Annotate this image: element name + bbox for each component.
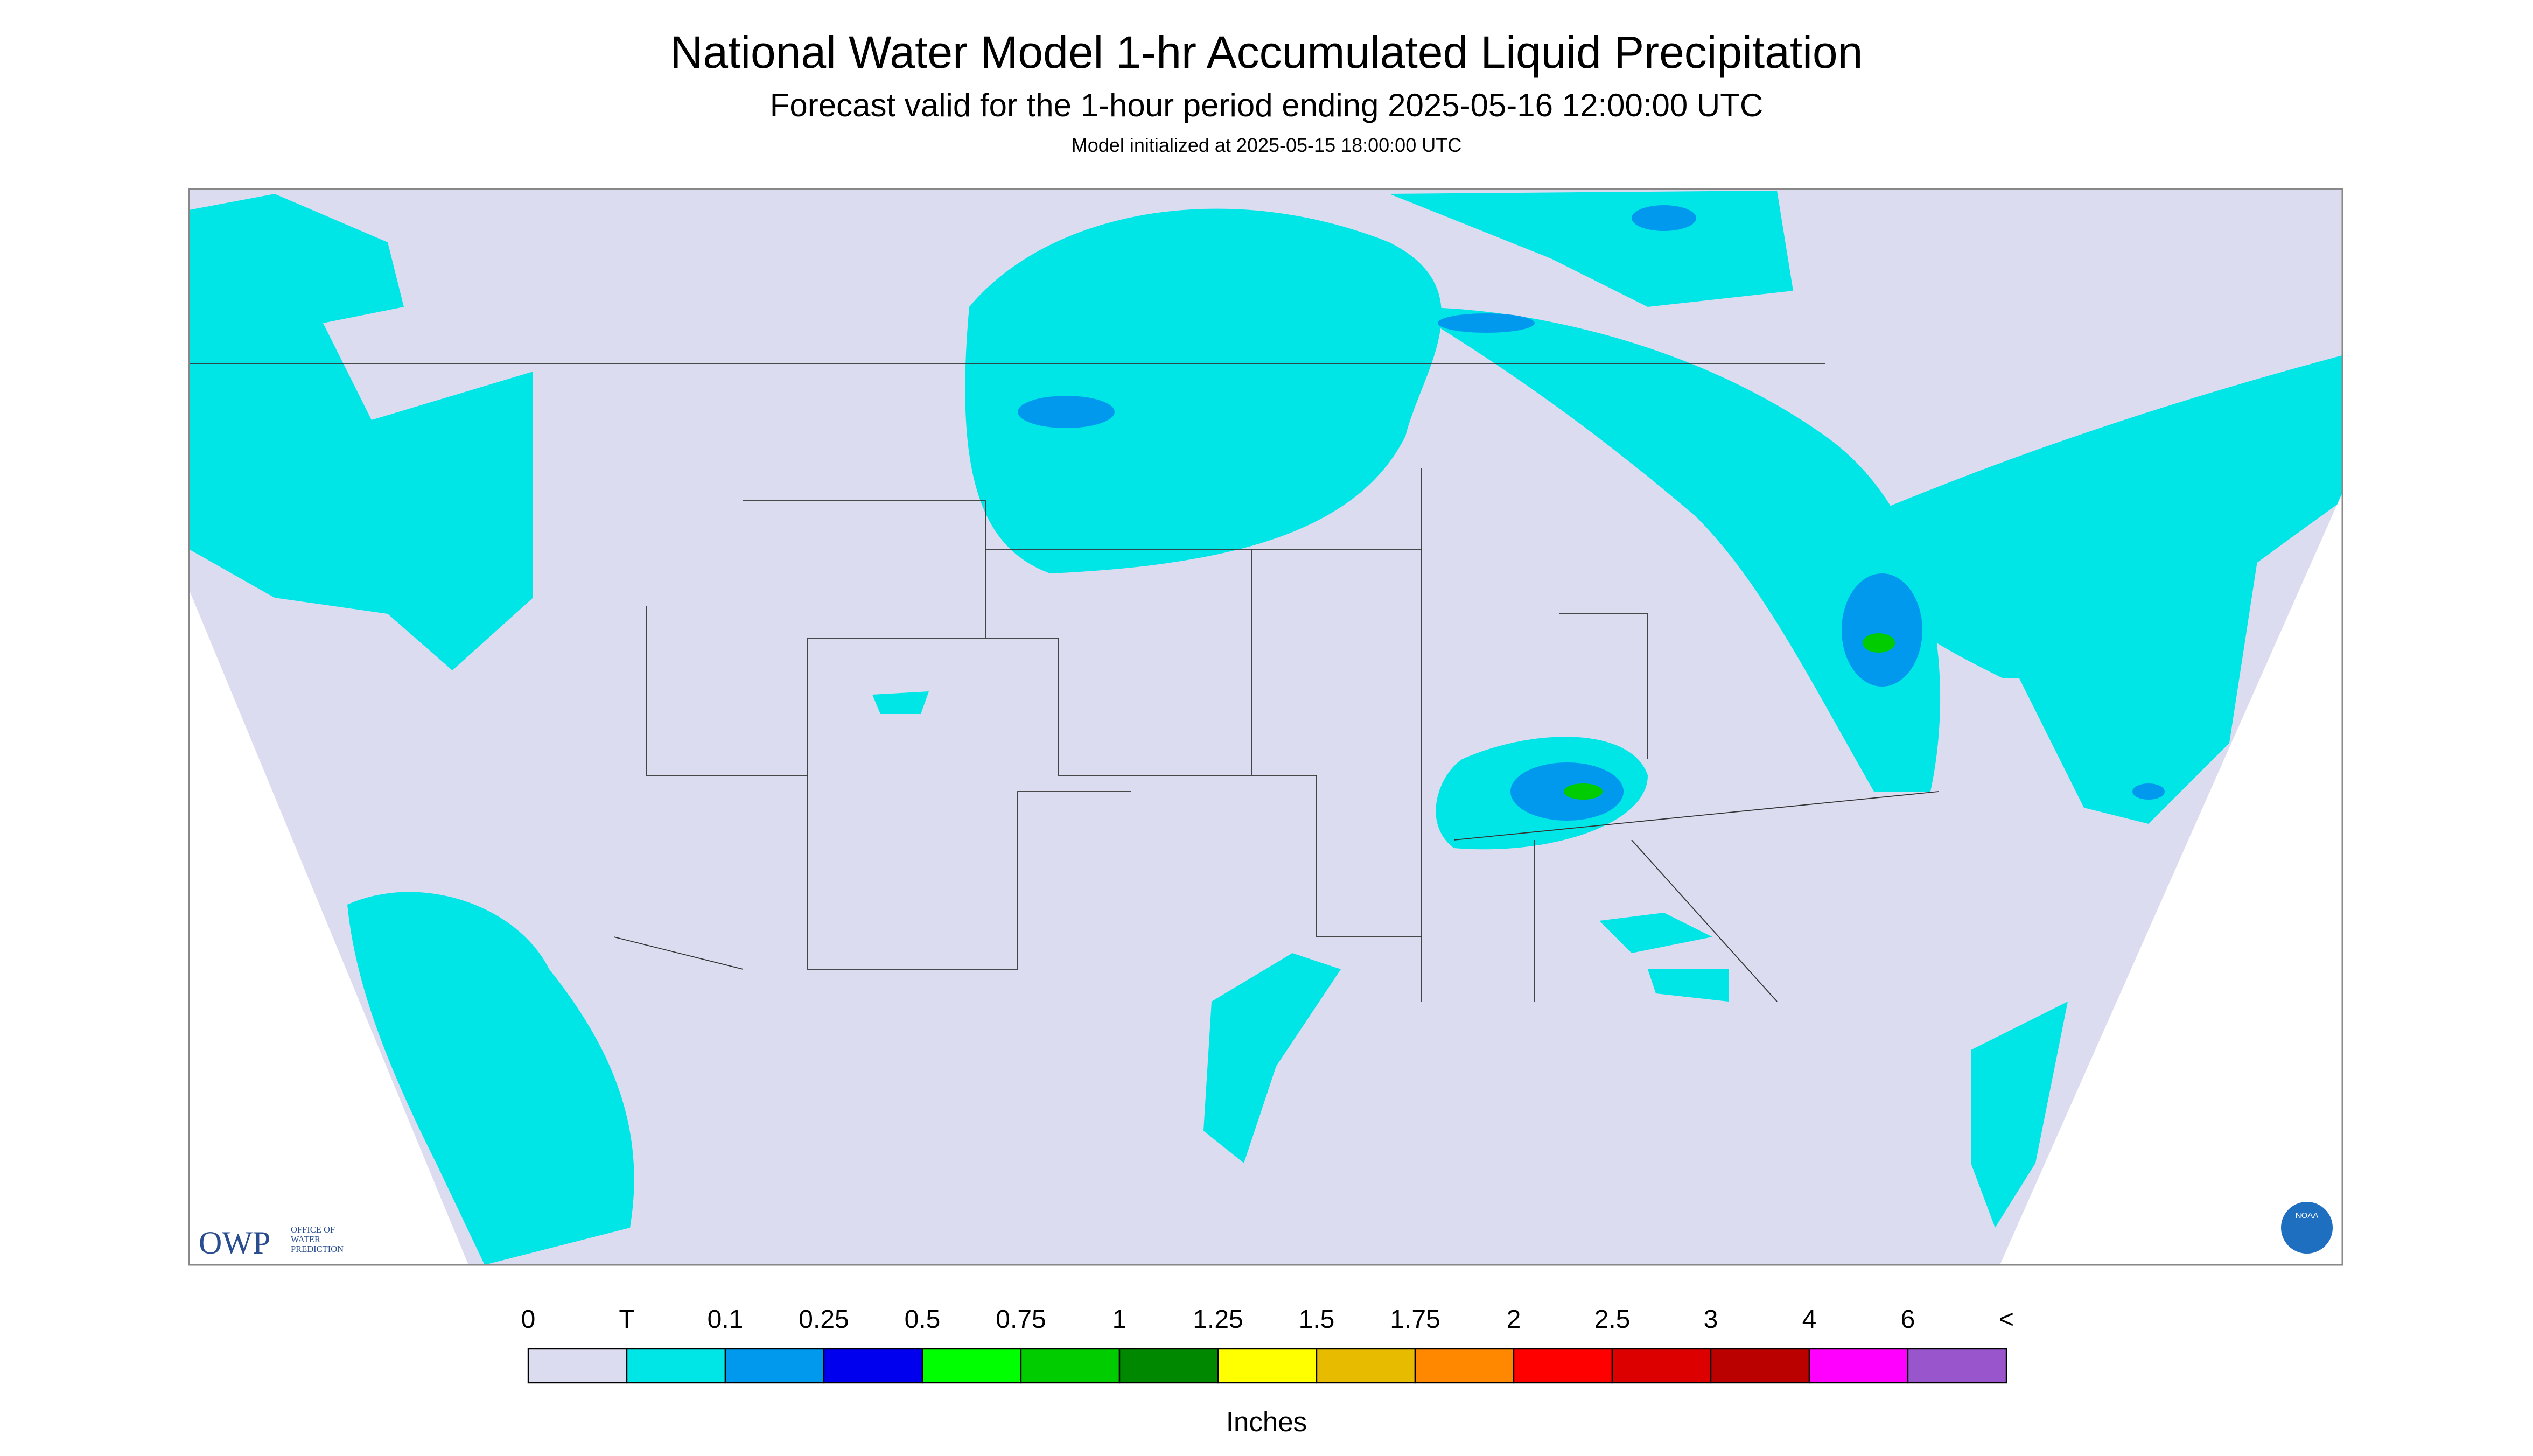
legend-swatch — [1611, 1348, 1712, 1384]
noaa-logo-text: NOAA — [2296, 1211, 2319, 1220]
precip-light — [1018, 205, 2165, 821]
legend-label: 0 — [521, 1305, 536, 1334]
legend-label: 4 — [1802, 1305, 1817, 1334]
init-note: Model initialized at 2025-05-15 18:00:00… — [1072, 134, 1461, 156]
legend-label: < — [1999, 1305, 2014, 1334]
legend-swatch — [626, 1348, 726, 1384]
legend-swatch — [823, 1348, 923, 1384]
outside-mask — [189, 493, 2342, 1265]
owp-logo-line: WATER — [291, 1234, 320, 1244]
legend-label: 2.5 — [1594, 1305, 1631, 1334]
legend-label: 0.75 — [996, 1305, 1046, 1334]
noaa-logo — [2281, 1202, 2333, 1254]
legend-label: T — [619, 1305, 634, 1334]
legend-swatch — [1808, 1348, 1909, 1384]
legend-swatch — [1217, 1348, 1318, 1384]
legend: 0 T 0.1 0.25 0.5 0.75 1 1.25 1.5 1.75 2 2.5 3 4 6 < — [521, 1305, 2014, 1384]
state-boundaries — [189, 363, 1939, 1002]
owp-logo: OWP — [199, 1225, 270, 1261]
precip-trace — [189, 191, 2342, 1265]
legend-swatch — [1316, 1348, 1416, 1384]
owp-logo-line: OFFICE OF — [291, 1224, 335, 1235]
legend-swatch — [1907, 1348, 2007, 1384]
legend-swatch — [1414, 1348, 1515, 1384]
legend-swatch — [724, 1348, 825, 1384]
legend-swatch — [1710, 1348, 1810, 1384]
legend-label: 3 — [1704, 1305, 1718, 1334]
legend-label: 6 — [1901, 1305, 1915, 1334]
legend-label: 0.25 — [799, 1305, 849, 1334]
legend-swatch — [921, 1348, 1022, 1384]
precip-moderate — [1564, 633, 1895, 800]
owp-logo-line: PREDICTION — [291, 1244, 344, 1254]
map-frame — [188, 188, 2343, 1266]
legend-unit: Inches — [1226, 1406, 1307, 1437]
legend-label: 1.25 — [1193, 1305, 1243, 1334]
legend-swatch — [1020, 1348, 1121, 1384]
legend-swatch — [527, 1348, 628, 1384]
subtitle: Forecast valid for the 1-hour period end… — [770, 87, 1763, 123]
title: National Water Model 1-hr Accumulated Li… — [670, 27, 1863, 78]
legend-label: 2 — [1507, 1305, 1521, 1334]
legend-swatch — [1118, 1348, 1219, 1384]
legend-label: 1.75 — [1390, 1305, 1440, 1334]
legend-swatch — [1513, 1348, 1613, 1384]
legend-label: 0.5 — [905, 1305, 941, 1334]
legend-label: 1 — [1112, 1305, 1127, 1334]
legend-label: 0.1 — [708, 1305, 744, 1334]
legend-label: 1.5 — [1299, 1305, 1335, 1334]
